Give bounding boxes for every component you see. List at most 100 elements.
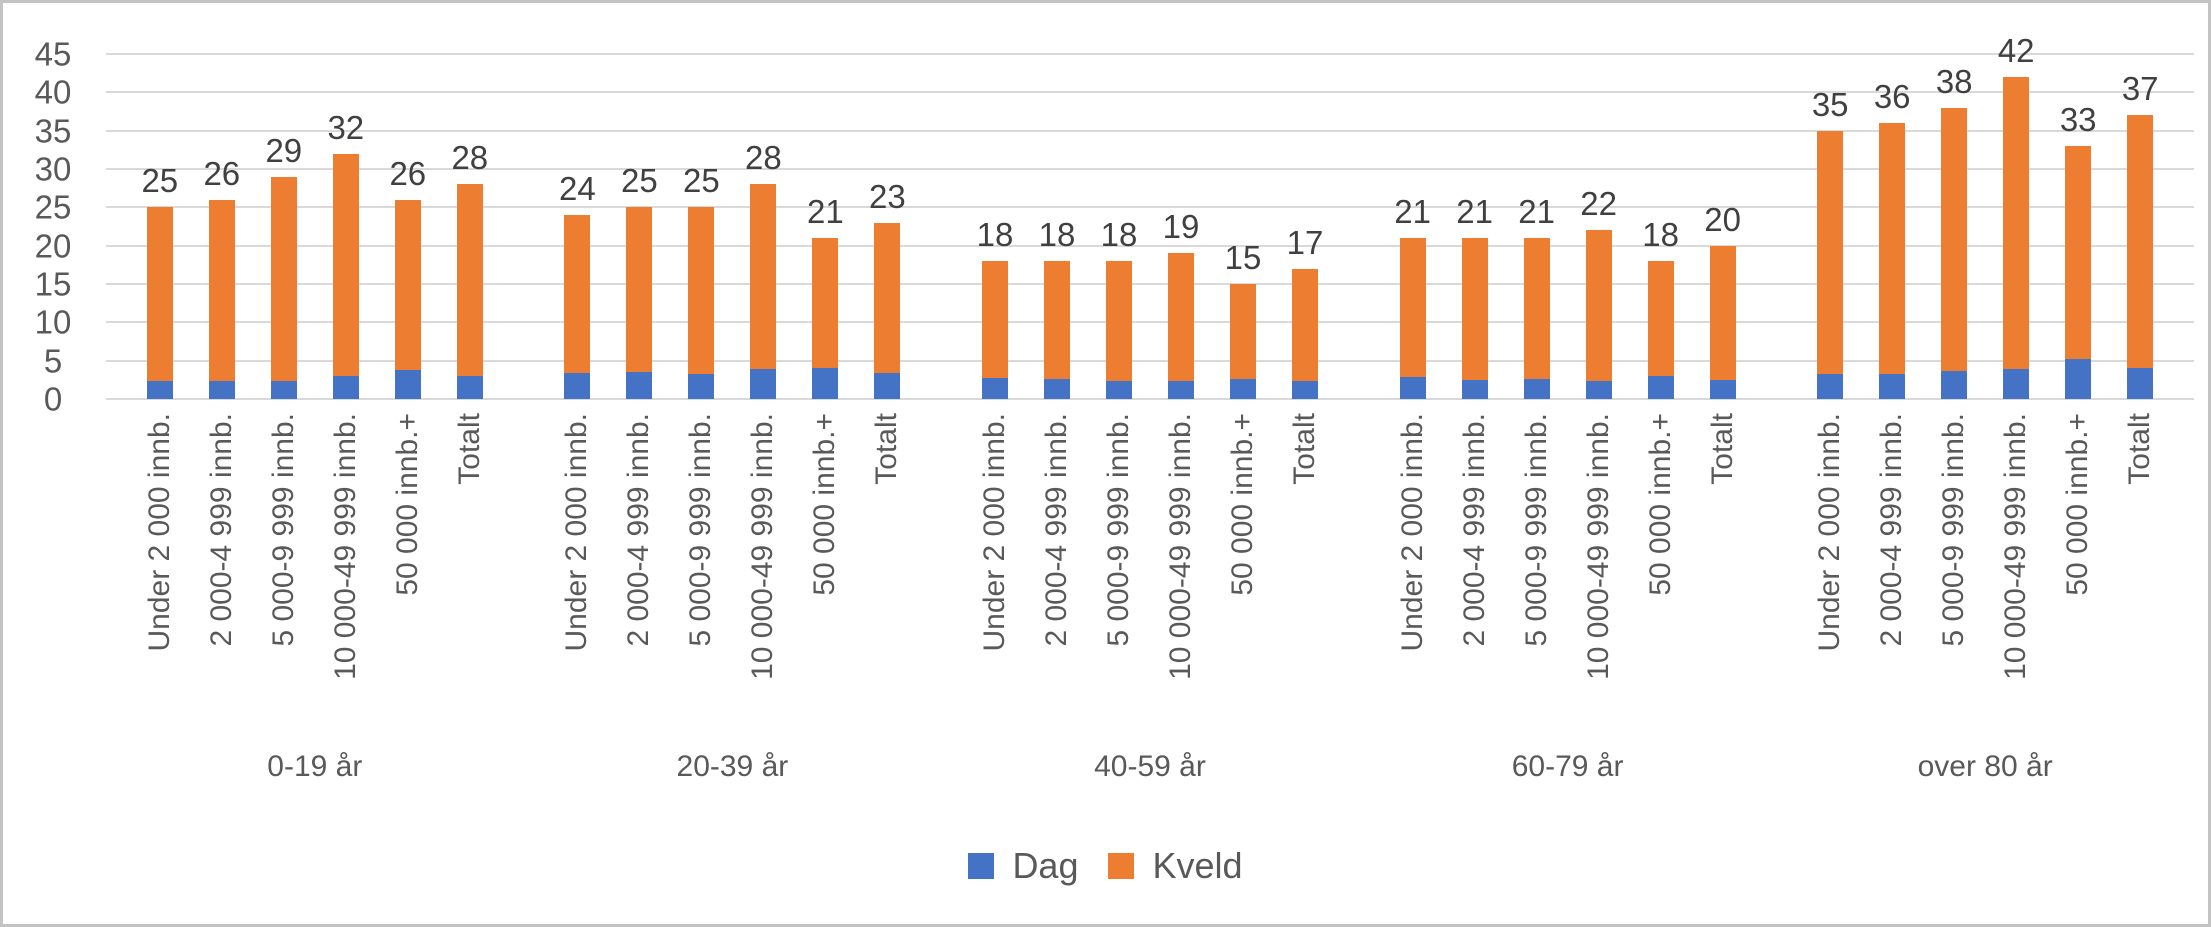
group-labels: 0-19 år 20-39 år 40-59 år 60-79 år over 80 å… <box>106 750 2194 784</box>
x-label-slot: 2 000-4 999 innb. <box>1040 413 1073 723</box>
bar-stack <box>1523 238 1550 399</box>
bar-slot: 21 <box>807 54 844 399</box>
bar-segment-kveld <box>208 199 235 382</box>
bar-stack <box>750 184 777 399</box>
gridline <box>106 129 2194 132</box>
bar-total-label: 26 <box>389 154 427 192</box>
category-label: 10 000-49 999 innb. <box>1163 413 1197 680</box>
y-tick-label: 5 <box>43 342 63 380</box>
bar-total-label: 18 <box>1100 216 1138 253</box>
bar-segment-dag <box>874 372 901 399</box>
bar-slot: 26 <box>203 54 240 399</box>
bar-stack <box>626 207 653 399</box>
bar-total-label: 24 <box>559 170 596 207</box>
bar-total-label: 21 <box>1518 193 1555 230</box>
bar-total-label: 25 <box>621 162 658 200</box>
bar-stack <box>981 261 1008 399</box>
bar-groups: 25 26 29 32 26 28 24 25 25 28 21 23 18 18 18 19 15 17 21 21… <box>106 34 2194 399</box>
group-label: over 80 år <box>1917 750 2053 783</box>
group-label: 60-79 år <box>1511 750 1624 783</box>
bar-stack <box>2065 146 2092 399</box>
x-label-slot: Totalt <box>1288 413 1321 723</box>
bar-stack <box>1461 238 1488 399</box>
category-label: 50 000 innb.+ <box>1643 413 1677 596</box>
x-label-group: Under 2 000 innb. 2 000-4 999 innb. 5 000-… <box>1359 413 1777 723</box>
bar-total-label: 21 <box>807 193 844 230</box>
bar-total-label: 15 <box>1224 239 1262 276</box>
bar-stack <box>2127 115 2154 399</box>
category-label: 5 000-9 999 innb. <box>266 413 300 647</box>
bar-total-label: 33 <box>2059 101 2097 138</box>
category-label: Under 2 000 innb. <box>560 413 594 652</box>
category-label: 2 000-4 999 innb. <box>1039 413 1073 647</box>
x-label-slot: 50 000 innb.+ <box>2061 413 2094 723</box>
bar-group: 25 26 29 32 26 28 <box>106 54 524 399</box>
bar-total-label: 36 <box>1873 78 1911 115</box>
category-label: 2 000-4 999 innb. <box>204 413 238 647</box>
x-label-slot: 2 000-4 999 innb. <box>1458 413 1491 723</box>
x-label-slot: Under 2 000 innb. <box>1396 413 1429 723</box>
bar-stack <box>1817 130 1844 399</box>
gridline <box>106 53 2194 55</box>
bar-slot: 26 <box>389 54 426 399</box>
legend-item-kveld: Kveld <box>1108 845 1243 886</box>
x-label-slot: 10 000-49 999 innb. <box>1999 413 2032 723</box>
x-label-slot: 2 000-4 999 innb. <box>622 413 655 723</box>
category-label: Under 2 000 innb. <box>1813 413 1847 652</box>
x-label-group: Under 2 000 innb. 2 000-4 999 innb. 5 000-… <box>941 413 1359 723</box>
bar-slot: 24 <box>559 54 596 399</box>
bar-total-label: 28 <box>451 139 489 177</box>
gridline <box>106 168 2194 171</box>
bar-stack <box>1879 123 1906 399</box>
bar-segment-kveld <box>1399 238 1426 377</box>
bar-segment-kveld <box>1709 245 1736 380</box>
bar-total-label: 20 <box>1704 200 1741 238</box>
x-label-slot: Under 2 000 innb. <box>560 413 593 723</box>
bar-slot: 17 <box>1287 54 1323 399</box>
bar-slot: 28 <box>451 54 488 399</box>
bar-segment-kveld <box>564 215 591 373</box>
bar-slot: 18 <box>977 54 1013 399</box>
bar-stack <box>1167 253 1194 399</box>
bar-segment-dag <box>812 368 839 399</box>
bar-segment-dag <box>1941 370 1968 399</box>
bar-slot: 18 <box>1101 54 1137 399</box>
bar-stack <box>146 207 173 399</box>
y-axis: 0 5 10 15 20 25 30 35 40 45 <box>3 38 103 416</box>
bar-total-label: 25 <box>683 162 720 200</box>
x-label-slot: 5 000-9 999 innb. <box>1102 413 1135 723</box>
bar-stack <box>456 184 483 399</box>
x-label-slot: Totalt <box>870 413 903 723</box>
bar-total-label: 28 <box>745 139 782 177</box>
bar-total-label: 18 <box>1642 216 1679 253</box>
category-label: 2 000-4 999 innb. <box>1457 413 1491 647</box>
category-label: 2 000-4 999 innb. <box>1875 413 1909 647</box>
x-labels: Under 2 000 innb. 2 000-4 999 innb. 5 000-… <box>106 413 2194 723</box>
bar-stack <box>1043 261 1070 399</box>
bar-stack <box>1941 107 1968 399</box>
bar-slot: 22 <box>1580 54 1617 399</box>
category-label: 2 000-4 999 innb. <box>622 413 656 647</box>
legend-label: Kveld <box>1152 845 1243 886</box>
bar-slot: 21 <box>1394 54 1431 399</box>
x-label-slot: Totalt <box>1706 413 1739 723</box>
y-tick-label: 45 <box>34 35 72 73</box>
bar-segment-dag <box>1523 379 1550 399</box>
bar-stack <box>688 207 715 399</box>
bar-segment-kveld <box>874 222 901 373</box>
bar-slot: 37 <box>2122 54 2159 399</box>
bar-slot: 42 <box>1998 34 2035 399</box>
bar-segment-dag <box>456 376 483 399</box>
legend-swatch-kveld <box>1108 853 1135 879</box>
bar-slot: 15 <box>1225 54 1261 399</box>
bar-total-label: 26 <box>203 154 241 192</box>
bar-stack <box>1647 261 1674 399</box>
category-label: 50 000 innb.+ <box>808 413 842 596</box>
bar-segment-dag <box>626 372 653 399</box>
x-label-slot: 10 000-49 999 innb. <box>329 413 362 723</box>
bar-slot: 36 <box>1874 54 1911 399</box>
bar-stack <box>1105 261 1132 399</box>
bar-segment-dag <box>208 381 235 399</box>
bar-total-label: 35 <box>1811 85 1849 123</box>
category-label: Totalt <box>1287 413 1321 485</box>
